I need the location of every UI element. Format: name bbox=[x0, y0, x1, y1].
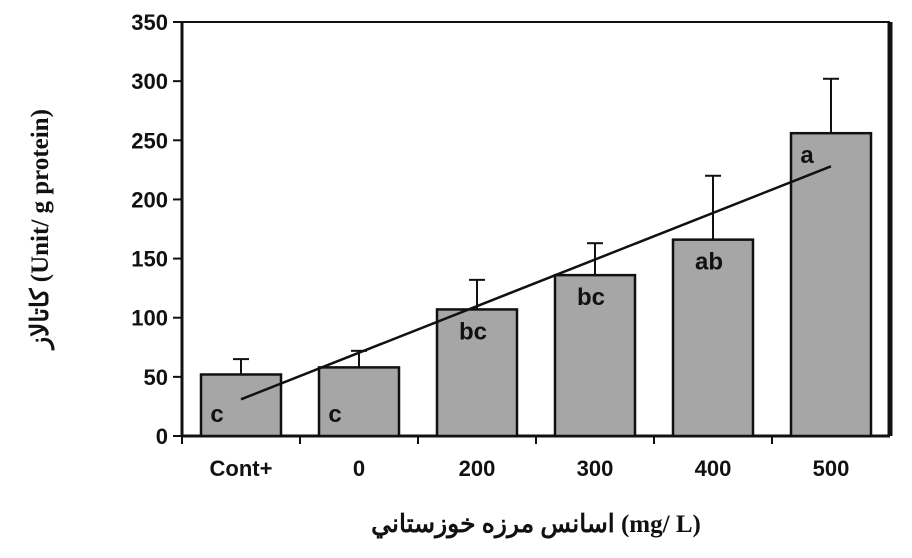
y-tick-label: 100 bbox=[131, 306, 168, 331]
x-tick-label: Cont+ bbox=[210, 456, 273, 481]
y-tick-label: 50 bbox=[144, 365, 168, 390]
significance-letter: bc bbox=[577, 284, 605, 311]
significance-letter: ab bbox=[695, 249, 723, 276]
trendline bbox=[240, 165, 832, 401]
bar bbox=[435, 308, 519, 438]
y-axis-title: كاتالاز (Unit/ g protein) bbox=[27, 109, 55, 351]
bar bbox=[199, 373, 283, 438]
x-tick-label: 200 bbox=[459, 456, 496, 481]
x-tick-label: 0 bbox=[353, 456, 365, 481]
x-tick-label: 500 bbox=[813, 456, 850, 481]
bar bbox=[317, 366, 401, 438]
y-tick-label: 250 bbox=[131, 128, 168, 153]
y-tick-label: 300 bbox=[131, 69, 168, 94]
plot-frame-group bbox=[180, 21, 893, 438]
bar bbox=[789, 131, 873, 438]
y-tick-label: 150 bbox=[131, 247, 168, 272]
x-axis-ticks: Cont+ 0 200 300 400 500 bbox=[181, 436, 850, 481]
x-axis-title: اسانس مرزه خوزستاني (mg/ L) bbox=[371, 511, 701, 539]
bar bbox=[671, 238, 755, 438]
y-tick-label: 200 bbox=[131, 187, 168, 212]
x-tick-label: 300 bbox=[577, 456, 614, 481]
significance-letter: c bbox=[328, 401, 341, 428]
x-tick-label: 400 bbox=[695, 456, 732, 481]
significance-letter: a bbox=[800, 142, 814, 169]
y-tick-label: 0 bbox=[156, 424, 168, 449]
y-tick-label: 350 bbox=[131, 10, 168, 35]
significance-letter: bc bbox=[459, 318, 487, 345]
bars-group: c c bc bc ab a bbox=[199, 77, 873, 438]
y-axis-ticks: 0 50 100 150 200 250 300 350 bbox=[131, 10, 182, 449]
significance-letter: c bbox=[210, 401, 223, 428]
trendline-group bbox=[240, 165, 832, 401]
